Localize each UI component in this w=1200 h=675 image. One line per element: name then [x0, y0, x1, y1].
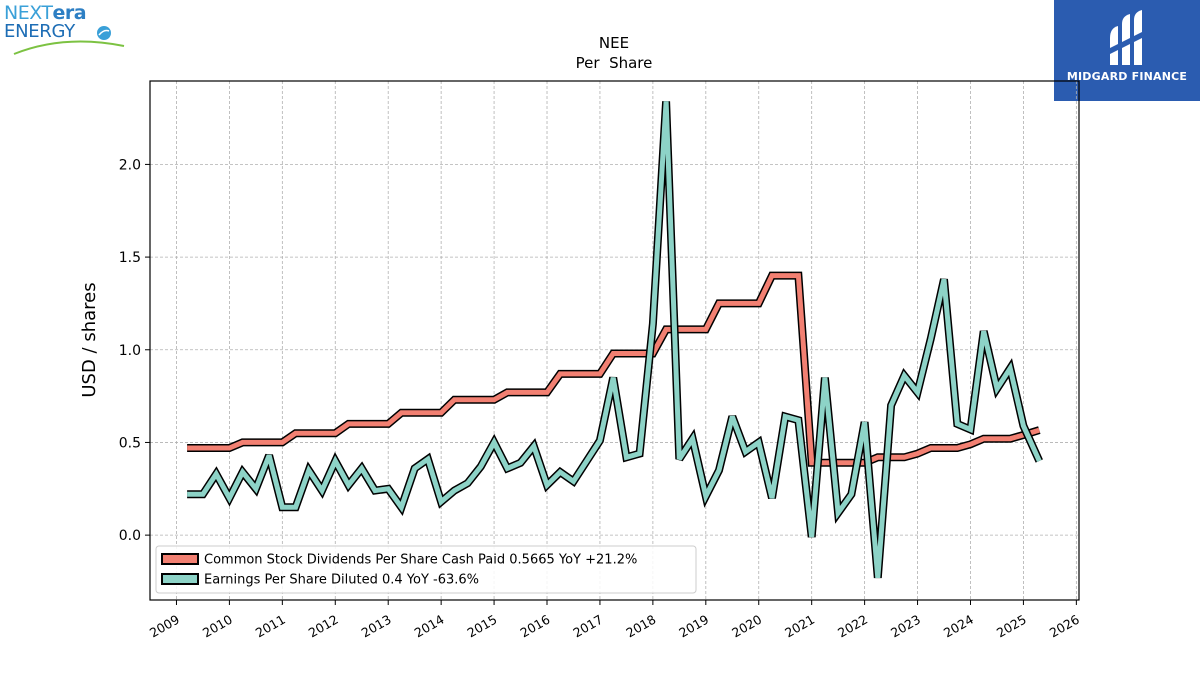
x-tick-label: 2009 [147, 612, 182, 641]
legend-label-0: Common Stock Dividends Per Share Cash Pa… [204, 553, 637, 568]
x-tick-label: 2010 [200, 612, 235, 641]
midgard-finance-logo: MIDGARD FINANCE [1054, 0, 1200, 101]
x-tick-label: 2022 [835, 612, 870, 641]
plot-frame [149, 80, 1080, 601]
legend-swatch-1 [161, 573, 199, 585]
x-tick-label: 2019 [676, 612, 711, 641]
y-tick-label: 1.5 [119, 250, 141, 266]
legend-swatch-0 [161, 553, 199, 565]
x-tick-label: 2011 [253, 612, 288, 641]
logo-text-next: NEXTera [4, 2, 87, 24]
x-tick-label: 2012 [306, 612, 341, 641]
y-tick-label: 0.0 [119, 528, 141, 544]
legend-label-1: Earnings Per Share Diluted 0.4 YoY -63.6… [204, 573, 479, 588]
x-tick-label: 2020 [729, 612, 764, 641]
series-layer [187, 101, 1043, 579]
x-tick-label: 2013 [359, 612, 394, 641]
series-1-outline [187, 101, 1043, 579]
x-tick-label: 2017 [570, 612, 605, 641]
nextera-energy-logo: NEXTera ENERGY [4, 2, 134, 62]
x-tick-label: 2021 [782, 612, 817, 641]
series-1-line [187, 101, 1042, 579]
y-axis-label: USD / shares [79, 282, 100, 397]
x-tick-label: 2026 [1047, 612, 1082, 641]
y-tick-label: 1.0 [119, 343, 141, 359]
x-tick-label: 2015 [465, 612, 500, 641]
chart-title: NEE [599, 34, 629, 52]
x-tick-label: 2018 [623, 612, 658, 641]
y-tick-label: 2.0 [119, 157, 141, 173]
x-tick-label: 2016 [517, 612, 552, 641]
series-0-line [187, 273, 1041, 466]
y-tick-label: 0.5 [119, 435, 141, 451]
chart-subtitle: Per Share [576, 54, 653, 72]
midgard-monogram-icon [1110, 10, 1142, 65]
logo-swoosh-icon [13, 26, 125, 55]
grid [150, 81, 1079, 600]
x-tick-label: 2025 [994, 612, 1029, 641]
legend-box [155, 545, 697, 594]
x-tick-label: 2024 [941, 612, 976, 641]
midgard-finance-text: MIDGARD FINANCE [1066, 70, 1188, 83]
x-tick-label: 2023 [888, 612, 923, 641]
x-tick-label: 2014 [412, 612, 447, 641]
logo-text-energy: ENERGY [4, 21, 75, 42]
legend: Common Stock Dividends Per Share Cash Pa… [155, 545, 697, 594]
